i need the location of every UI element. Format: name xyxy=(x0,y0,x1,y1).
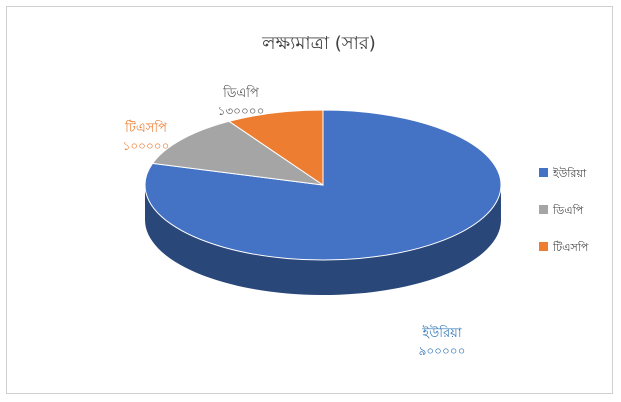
legend-swatch-0 xyxy=(539,168,548,177)
pie-side-0 xyxy=(145,185,501,295)
chart-title: লক্ষ্যমাত্রা (সার) xyxy=(261,33,376,54)
data-label-name-1: ডিএপি xyxy=(222,85,259,101)
legend-swatch-2 xyxy=(539,242,548,251)
chart-frame: লক্ষ্যমাত্রা (সার) ইউরিয়া ৯০০০০০ ডিএপি ১৩০… xyxy=(6,6,613,394)
pie-slice-1[interactable] xyxy=(151,120,324,186)
data-label-value-1: ১৩০০০০ xyxy=(218,104,265,118)
legend-label-2: টিএসপি xyxy=(552,241,589,254)
data-label-value-0: ৯০০০০০ xyxy=(419,344,466,358)
data-label-value-2: ১০০০০০ xyxy=(123,139,170,153)
pie-slice-2[interactable] xyxy=(227,109,324,186)
data-label-name-2: টিএসপি xyxy=(124,120,167,136)
legend-label-1: ডিএপি xyxy=(552,204,584,217)
data-label-name-0: ইউরিয়া xyxy=(421,325,461,341)
pie-chart: লক্ষ্যমাত্রা (সার) ইউরিয়া ৯০০০০০ ডিএপি ১৩০… xyxy=(123,33,589,358)
legend-swatch-1 xyxy=(539,205,548,214)
legend-label-0: ইউরিয়া xyxy=(552,167,587,180)
